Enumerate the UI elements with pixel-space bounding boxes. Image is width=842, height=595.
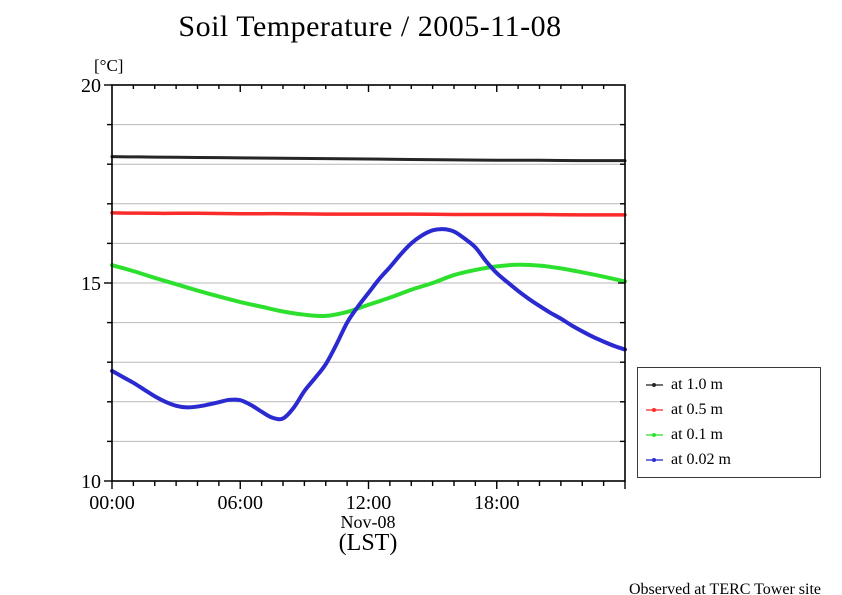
footer-line-observed: Observed at TERC Tower site xyxy=(628,581,821,595)
line-marker-icon xyxy=(646,456,663,464)
x-tick-label: 06:00 xyxy=(217,492,263,514)
y-tick-label: 15 xyxy=(81,273,101,295)
series-at-0-1-m xyxy=(110,262,627,318)
legend-item-0p1m: at 0.1 m xyxy=(646,426,816,444)
x-tick-label: 18:00 xyxy=(474,492,520,514)
y-tick-label: 20 xyxy=(81,75,101,97)
y-tick-label: 10 xyxy=(81,471,101,493)
legend-item-0p5m: at 0.5 m xyxy=(646,401,816,419)
legend-label: at 0.1 m xyxy=(671,425,723,443)
x-tick-label: 00:00 xyxy=(89,492,135,514)
axis-ticks xyxy=(104,84,626,489)
series-at-0-02-m xyxy=(110,227,627,422)
x-tick-label: 12:00 xyxy=(346,492,392,514)
x-axis-date-label: Nov-08 xyxy=(340,512,396,532)
gridlines xyxy=(112,124,625,442)
x-tick-labels: 00:00 06:00 12:00 18:00 xyxy=(89,492,519,514)
line-marker-icon xyxy=(646,406,663,414)
line-marker-icon xyxy=(646,381,663,389)
chart-title: Soil Temperature / 2005-11-08 xyxy=(178,10,562,43)
footer-annotations: Observed at TERC Tower site Created Auto… xyxy=(378,536,821,595)
legend-label: at 0.5 m xyxy=(671,401,723,419)
legend-label: at 1.0 m xyxy=(671,376,723,394)
y-tick-labels: 20 15 10 xyxy=(81,75,101,493)
legend-box: at 1.0 m at 0.5 m at 0.1 m at 0.02 m xyxy=(637,367,821,478)
x-axis-timezone-label: (LST) xyxy=(338,530,398,556)
y-axis-unit-label: [°C] xyxy=(94,56,124,75)
line-marker-icon xyxy=(646,431,663,439)
series-at-1-0-m xyxy=(110,155,627,163)
series-at-0-5-m xyxy=(110,211,627,217)
legend-item-0p02m: at 0.02 m xyxy=(646,451,816,469)
legend-item-1p0m: at 1.0 m xyxy=(646,376,816,394)
legend-label: at 0.02 m xyxy=(671,450,731,468)
series-lines xyxy=(110,155,627,422)
